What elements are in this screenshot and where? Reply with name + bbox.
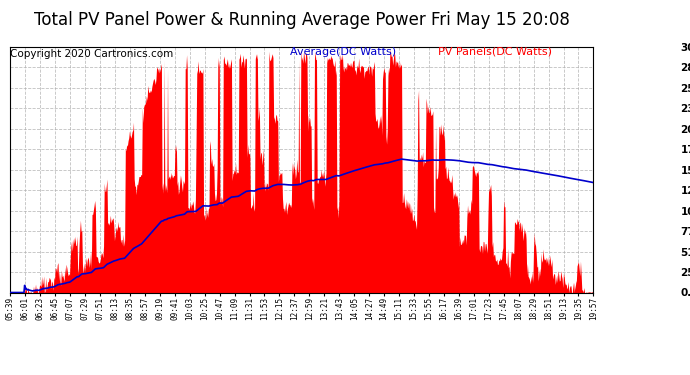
- Text: Average(DC Watts): Average(DC Watts): [290, 47, 396, 57]
- Text: Total PV Panel Power & Running Average Power Fri May 15 20:08: Total PV Panel Power & Running Average P…: [34, 11, 570, 29]
- Text: Copyright 2020 Cartronics.com: Copyright 2020 Cartronics.com: [10, 49, 174, 59]
- Text: PV Panels(DC Watts): PV Panels(DC Watts): [438, 47, 552, 57]
